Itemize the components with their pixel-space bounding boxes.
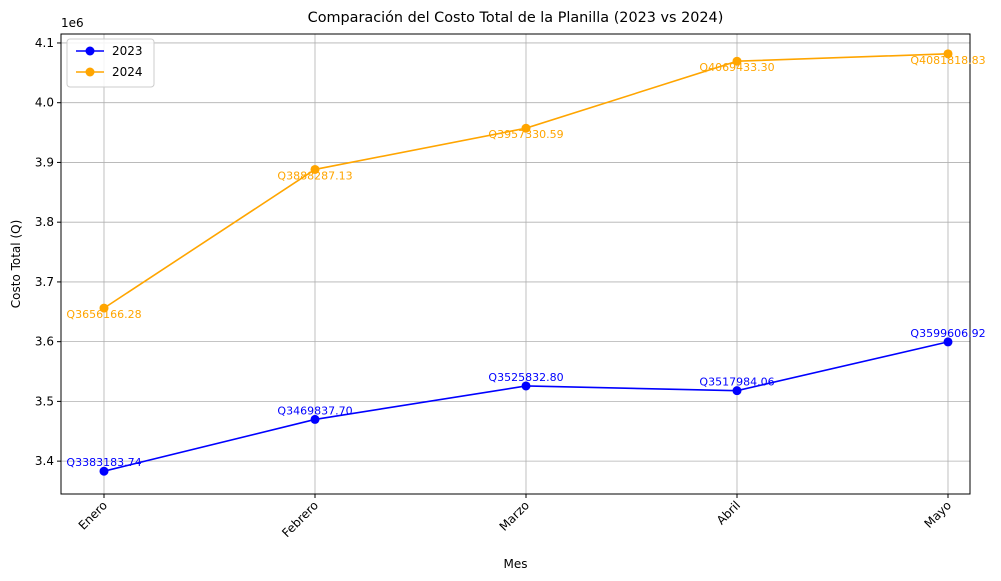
series-2024: Q3656166.28 Q3888287.13 Q3957330.59 Q406943…	[66, 49, 986, 321]
data-label: Q3525832.80	[488, 371, 563, 384]
x-tick-label: Febrero	[279, 498, 321, 540]
data-label: Q3599606.92	[910, 327, 985, 340]
x-tick-label: Mayo	[921, 498, 954, 531]
y-tick-label: 3.7	[35, 275, 54, 289]
data-label: Q3383183.74	[66, 456, 141, 469]
y-tick-label: 4.0	[35, 96, 54, 110]
data-point	[310, 164, 320, 174]
data-label: Q3656166.28	[66, 308, 141, 321]
data-point	[943, 337, 953, 347]
data-point	[732, 386, 742, 396]
data-point	[99, 466, 109, 476]
y-tick-label: 3.4	[35, 454, 54, 468]
data-label: Q3469837.70	[277, 404, 352, 417]
y-axis-offset-label: 1e6	[61, 16, 84, 30]
y-tick-label: 3.5	[35, 394, 54, 408]
data-point	[99, 303, 109, 313]
legend-entry-label: 2024	[112, 65, 143, 79]
x-tick-label: Abril	[714, 498, 743, 527]
plot-frame	[60, 33, 971, 495]
data-label: Q4081818.83	[910, 54, 985, 67]
legend-swatch-marker	[85, 46, 95, 56]
data-point	[310, 414, 320, 424]
grid-lines	[61, 34, 970, 494]
y-tick-label: 3.9	[35, 155, 54, 169]
data-point	[943, 49, 953, 59]
y-tick-label: 3.6	[35, 335, 54, 349]
series-layer: Q3383183.74 Q3469837.70 Q3525832.80 Q351798…	[66, 49, 986, 476]
data-label: Q3517984.06	[699, 376, 774, 389]
x-tick-label: Marzo	[497, 498, 533, 534]
legend: 2023 2024	[66, 38, 155, 88]
chart-title: Comparación del Costo Total de la Planil…	[308, 10, 724, 26]
y-axis-label: Costo Total (Q)	[9, 220, 23, 308]
data-label: Q3957330.59	[488, 128, 563, 141]
legend-entry-label: 2023	[112, 44, 143, 58]
axes: 3.4 3.5 3.6 3.7 3.8 3.9 4.0 4.1 Enero Febrero Marz…	[35, 33, 971, 540]
y-tick-label: 4.1	[35, 36, 54, 50]
data-label: Q4069433.30	[699, 61, 774, 74]
x-axis-label: Mes	[504, 557, 528, 571]
x-tick-label: Enero	[76, 498, 110, 532]
legend-swatch-marker	[85, 67, 95, 77]
data-point	[732, 56, 742, 66]
y-tick-label: 3.8	[35, 215, 54, 229]
series-2023: Q3383183.74 Q3469837.70 Q3525832.80 Q351798…	[66, 327, 986, 476]
data-point	[521, 123, 531, 133]
data-point	[521, 381, 531, 391]
data-label: Q3888287.13	[277, 169, 352, 182]
